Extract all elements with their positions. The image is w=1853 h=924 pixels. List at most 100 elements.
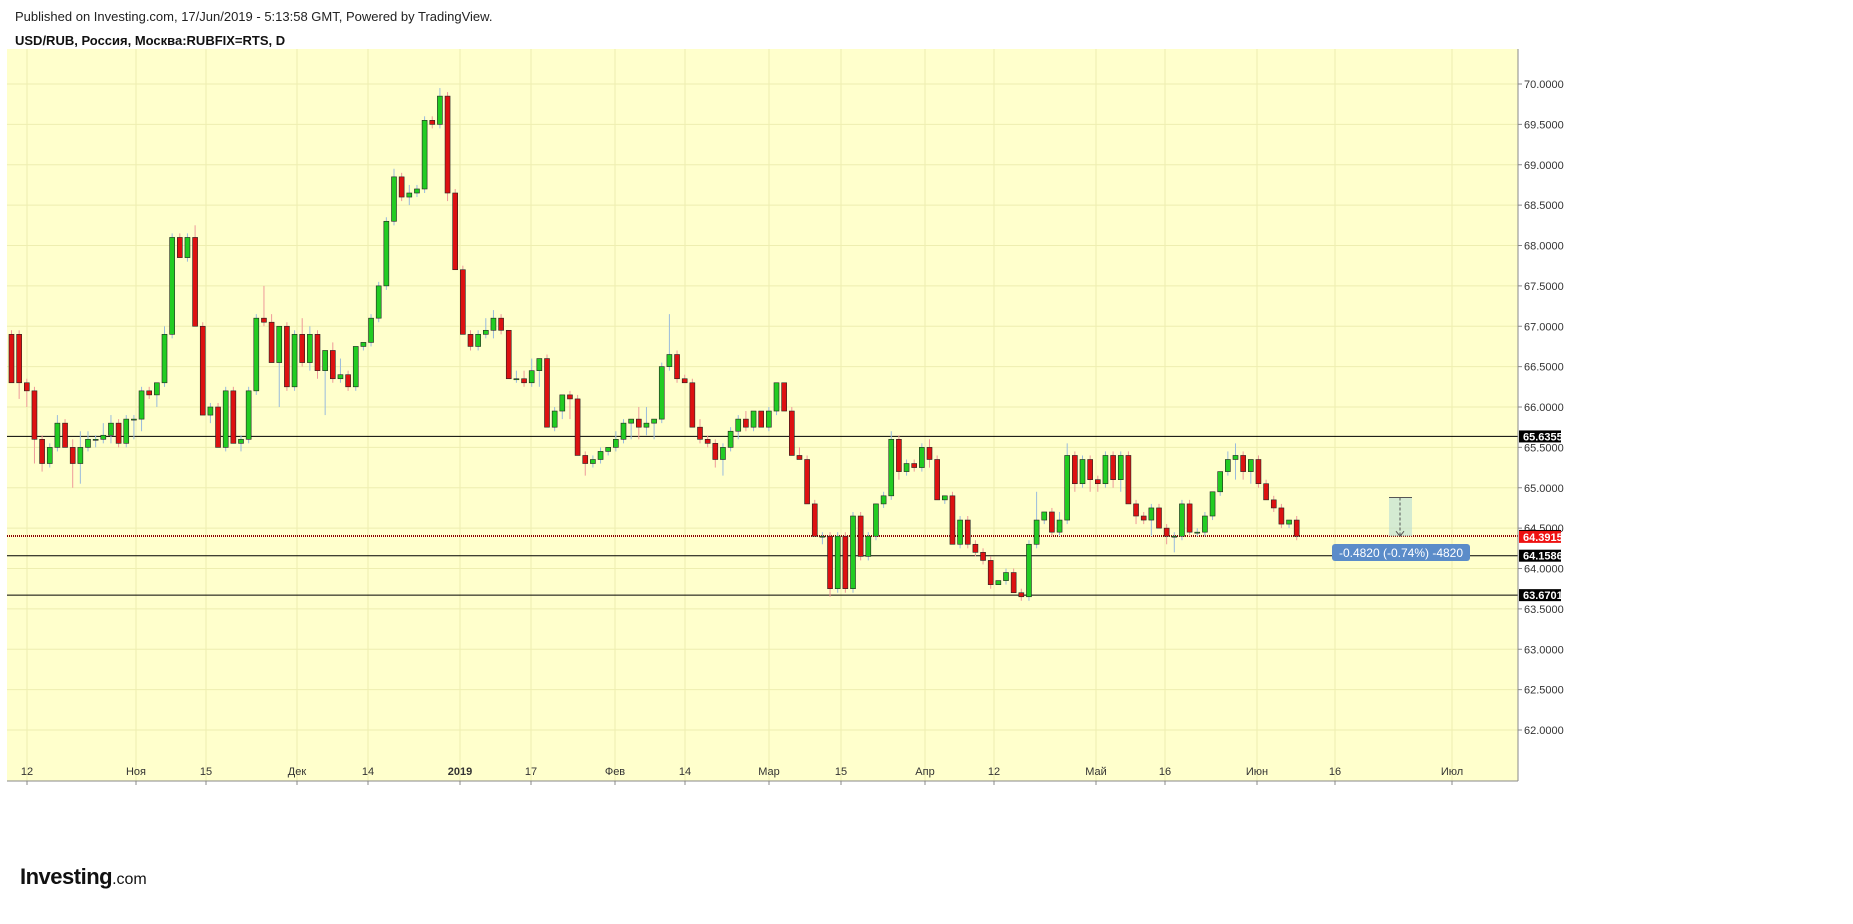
candle-down	[1010, 568, 1017, 594]
y-tick-label: 63.0000	[1524, 644, 1564, 656]
candle-down	[505, 329, 512, 380]
y-tick-label: 68.0000	[1524, 241, 1564, 253]
candle-down	[796, 447, 803, 460]
x-tick-label: 12	[21, 766, 33, 778]
candle-up	[92, 435, 99, 448]
candle-body	[880, 495, 887, 505]
candle-body	[1240, 455, 1246, 472]
candle-body	[368, 317, 374, 343]
candle-body	[1010, 572, 1017, 594]
x-tick-label: 14	[362, 766, 374, 778]
y-tick-label: 70.0000	[1524, 79, 1564, 91]
candle-up	[658, 362, 665, 424]
candle-down	[69, 439, 76, 488]
candle-body	[811, 503, 818, 537]
candle-body	[574, 398, 581, 456]
candle-up	[222, 386, 229, 452]
candle-up	[735, 415, 742, 440]
candle-down	[926, 439, 933, 468]
candle-up	[1148, 503, 1155, 537]
candle-up	[391, 168, 397, 226]
candle-down	[758, 410, 765, 428]
candle-down	[398, 172, 405, 202]
candle-body	[383, 220, 390, 287]
candle-up	[536, 358, 543, 387]
candle-down	[1156, 503, 1162, 529]
candle-body	[896, 438, 902, 472]
candle-body	[1033, 519, 1040, 545]
candle-body	[62, 422, 68, 448]
candle-body	[299, 334, 306, 363]
candle-down	[972, 540, 979, 557]
candle-up	[750, 410, 757, 432]
candle-up	[1217, 471, 1223, 496]
candle-down	[284, 322, 290, 391]
candle-down	[23, 378, 30, 407]
candle-body	[987, 560, 994, 585]
change-label-bg	[1332, 544, 1470, 561]
candle-down	[192, 225, 198, 327]
candle-down	[261, 285, 267, 327]
candle-up	[207, 402, 214, 424]
candle-down	[804, 455, 810, 505]
candle-down	[964, 516, 971, 549]
candle-down	[574, 394, 581, 456]
candle-body	[1056, 519, 1063, 533]
candle-up	[1202, 511, 1208, 537]
candle-down	[8, 330, 15, 384]
candle-body	[414, 188, 420, 194]
candle-body	[1202, 515, 1208, 533]
range-box	[1389, 497, 1412, 537]
candle-down	[1293, 516, 1300, 541]
candle-up	[291, 330, 298, 391]
candle-body	[919, 447, 925, 468]
candle-down	[1163, 524, 1170, 545]
candle-down	[857, 511, 864, 561]
candle-body	[222, 390, 229, 448]
price-axis[interactable]: 70.0000 69.5000 69.0000 68.5000 68.0000 67.50…	[1518, 79, 1564, 737]
candle-up	[551, 407, 558, 432]
candle-up	[819, 532, 826, 545]
candle-body	[735, 418, 742, 432]
candle-down	[460, 265, 466, 335]
time-axis[interactable]: 12 Ноя 15 Дек 14 2019 17 Фев 14 Мар 15 Апр 12 Май 16 Ию…	[21, 766, 1463, 785]
candle-body	[567, 394, 573, 400]
candle-down	[215, 402, 221, 448]
candle-down	[934, 455, 940, 501]
candle-body	[131, 418, 137, 421]
level-label-bg	[1519, 549, 1561, 562]
candle-body	[1026, 543, 1032, 598]
candle-body	[674, 354, 680, 380]
candle-body	[1171, 535, 1178, 538]
candle-up	[919, 443, 925, 472]
candle-body	[467, 334, 474, 347]
candle-body	[1049, 511, 1055, 533]
x-tick-label: Дек	[288, 766, 307, 778]
candle-body	[995, 580, 1002, 585]
candle-up	[46, 443, 53, 468]
level-label-bg	[1519, 589, 1561, 602]
candle-up	[628, 418, 634, 440]
candle-down	[681, 374, 688, 384]
candle-up	[337, 358, 344, 383]
candle-up	[1225, 451, 1231, 476]
candle-up	[773, 382, 780, 416]
candle-body	[651, 418, 657, 424]
candle-body	[720, 447, 726, 460]
candle-up	[903, 459, 910, 476]
candle-body	[681, 378, 688, 384]
y-tick-label: 65.0000	[1524, 483, 1564, 495]
candle-body	[192, 237, 198, 327]
candle-up	[475, 330, 481, 351]
candle-down	[498, 314, 504, 335]
candle-body	[926, 447, 933, 460]
candle-down	[697, 419, 703, 444]
candle-down	[827, 532, 833, 597]
candle-body	[513, 378, 520, 381]
candle-up	[597, 447, 604, 464]
candle-down	[1087, 455, 1093, 492]
level-lines	[7, 435, 1518, 596]
candle-down	[911, 459, 918, 472]
candle-body	[31, 390, 38, 440]
